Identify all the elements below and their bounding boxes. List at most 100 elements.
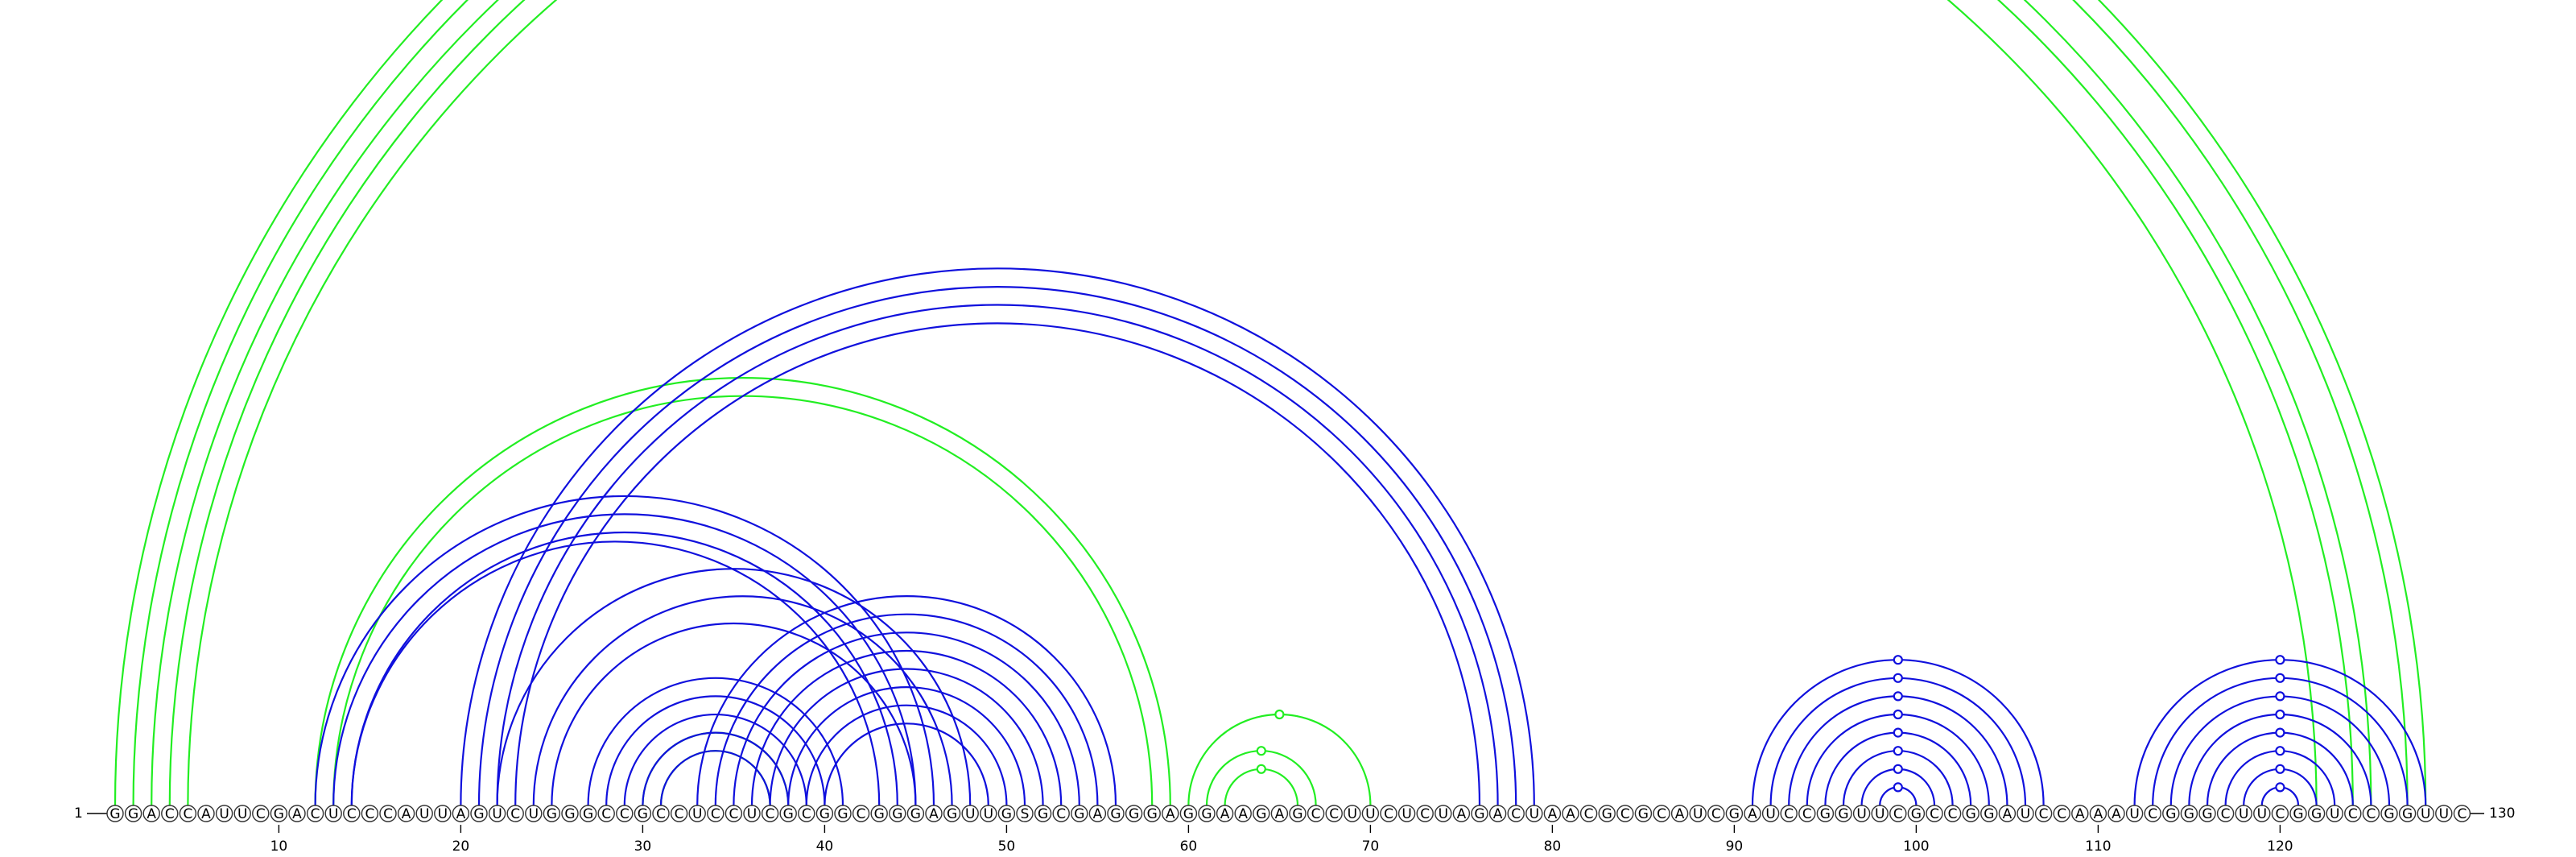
nucleotide-circle: [798, 805, 815, 822]
nucleotide-circle: [1435, 805, 1452, 822]
blue-arc-marker: [1893, 782, 1903, 793]
nucleotide-circle: [2216, 805, 2235, 822]
nucleotide-circle: [1198, 805, 1216, 822]
nucleotide-letter: U: [2129, 806, 2139, 822]
nucleotide-circle: [1926, 805, 1943, 822]
nucleotide-circle: [889, 805, 906, 822]
nucleotide: A: [1234, 805, 1252, 822]
nucleotide: U: [743, 805, 761, 822]
nucleotide: G: [1289, 805, 1307, 822]
nucleotide-circle: [616, 805, 634, 822]
green-arc-marker: [1256, 764, 1266, 774]
tick-label: 50: [998, 838, 1016, 855]
tick: 30: [634, 825, 651, 855]
blue-pair-arc: [350, 540, 881, 806]
nucleotide: A: [1998, 805, 2017, 822]
nucleotide: C: [2144, 805, 2161, 822]
nucleotide: C: [1889, 805, 1907, 822]
nucleotide-circle: [2144, 805, 2161, 822]
nucleotide-circle: [1816, 805, 1835, 822]
nucleotide-circle: [1525, 805, 1543, 822]
nucleotide-letter: A: [1093, 806, 1103, 822]
nucleotide: A: [1744, 805, 1761, 822]
nucleotide-letter: U: [984, 806, 993, 822]
nucleotide-circle: [233, 805, 251, 822]
nucleotide: A: [142, 805, 160, 822]
nucleotide-letter: U: [747, 806, 757, 822]
nucleotide: G: [2162, 805, 2180, 822]
nucleotide-letter: U: [328, 806, 338, 822]
tick: 90: [1726, 825, 1744, 855]
nucleotide: U: [233, 805, 251, 822]
nucleotide-circle: [1344, 805, 1361, 822]
nucleotide-letter: G: [892, 806, 902, 822]
nucleotide-circle: [1452, 805, 1471, 822]
nucleotide-letter: G: [1911, 806, 1922, 822]
nucleotide-letter: U: [1402, 806, 1411, 822]
nucleotide-letter: G: [819, 806, 830, 822]
nucleotide-circle: [1016, 805, 1034, 822]
tick-label: 60: [1180, 838, 1198, 855]
nucleotide: U: [1761, 805, 1780, 822]
nucleotide-letter: U: [419, 806, 429, 822]
tick-label: 90: [1726, 838, 1744, 855]
position-axis: 10 20 30 40 50 60 70 80 90 100 110 120: [270, 825, 2293, 855]
nucleotide-circle: [1325, 805, 1343, 822]
nucleotide-letter: A: [1238, 806, 1248, 822]
nucleotide-letter: C: [711, 806, 720, 822]
nucleotide-letter: U: [1439, 806, 1448, 822]
nucleotide-letter: C: [656, 806, 666, 822]
nucleotide-letter: C: [1802, 806, 1812, 822]
nucleotide-circle: [2053, 805, 2070, 822]
nucleotide-circle: [579, 805, 597, 822]
blue-arc-marker: [1893, 727, 1903, 738]
nucleotide-letter: C: [183, 806, 192, 822]
nucleotide-circle: [1307, 805, 1325, 822]
nucleotide: G: [1962, 805, 1979, 822]
nucleotide-circle: [779, 805, 797, 822]
nucleotide-circle: [142, 805, 160, 822]
nucleotide-letter: C: [2457, 806, 2467, 822]
nucleotide-letter: G: [583, 806, 593, 822]
nucleotide-letter: G: [2293, 806, 2303, 822]
nucleotide-letter: C: [1784, 806, 1794, 822]
nucleotide: G: [2180, 805, 2198, 822]
nucleotide: A: [288, 805, 306, 822]
nucleotide-letter: G: [1820, 806, 1831, 822]
nucleotide-circle: [470, 805, 488, 822]
tick: 40: [816, 825, 833, 855]
nucleotide-circle: [215, 805, 233, 822]
nucleotide-circle: [1361, 805, 1380, 822]
nucleotide: G: [2307, 805, 2326, 822]
nucleotide-letter: G: [2384, 806, 2394, 822]
nucleotide: G: [997, 805, 1016, 822]
nucleotide-letter: C: [1584, 806, 1594, 822]
nucleotide-circle: [179, 805, 197, 822]
nucleotide: U: [1871, 805, 1889, 822]
nucleotide: G: [943, 805, 961, 822]
nucleotide: C: [1507, 805, 1525, 822]
nucleotide-circle: [506, 805, 524, 822]
nucleotide-letter: G: [2202, 806, 2212, 822]
nucleotide-letter: U: [237, 806, 247, 822]
nucleotide: G: [1253, 805, 1270, 822]
nucleotide: U: [1525, 805, 1543, 822]
nucleotide-letter: A: [1548, 806, 1558, 822]
nucleotide-circle: [525, 805, 543, 822]
nucleotide-letter: G: [109, 806, 120, 822]
nucleotide-letter: A: [402, 806, 411, 822]
nucleotide: C: [724, 805, 743, 822]
tick-label: 20: [452, 838, 470, 855]
nucleotide-circle: [488, 805, 506, 822]
nucleotide-letter: G: [1292, 806, 1302, 822]
nucleotide-letter: A: [1493, 806, 1503, 822]
nucleotide-letter: C: [2148, 806, 2157, 822]
nucleotide-letter: G: [1729, 806, 1740, 822]
nucleotide: C: [1798, 805, 1816, 822]
nucleotide-letter: C: [383, 806, 393, 822]
nucleotide: A: [1270, 805, 1289, 822]
blue-pair-arc: [733, 631, 1080, 806]
nucleotide-circle: [597, 805, 615, 822]
nucleotide: C: [252, 805, 270, 822]
